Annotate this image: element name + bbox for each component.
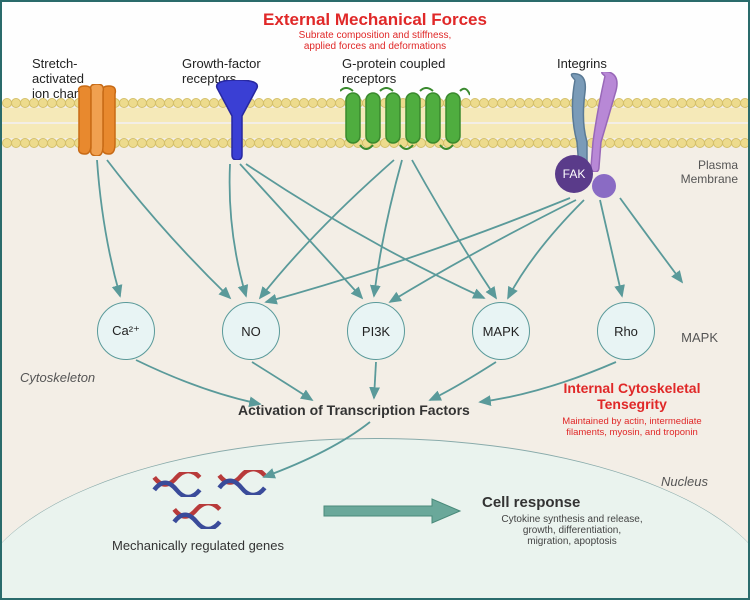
response-arrow-icon: [322, 497, 462, 525]
label-plasma-membrane: Plasma Membrane: [681, 158, 738, 186]
genes-label: Mechanically regulated genes: [112, 538, 284, 553]
cell-response-title: Cell response: [482, 494, 580, 511]
dna-icon: [172, 504, 222, 529]
label-mapk-free: MAPK: [681, 330, 718, 345]
activation-label: Activation of Transcription Factors: [238, 402, 470, 418]
label-nucleus: Nucleus: [661, 474, 708, 489]
label-cytoskeleton: Cytoskeleton: [20, 370, 95, 385]
cell-response-sub: Cytokine synthesis and release, growth, …: [472, 514, 672, 547]
tensegrity-subtitle: Maintained by actin, intermediate filame…: [532, 416, 732, 438]
tensegrity-title: Internal Cytoskeletal Tensegrity: [532, 380, 732, 412]
dna-icon: [152, 472, 202, 497]
dna-icon: [217, 470, 267, 495]
